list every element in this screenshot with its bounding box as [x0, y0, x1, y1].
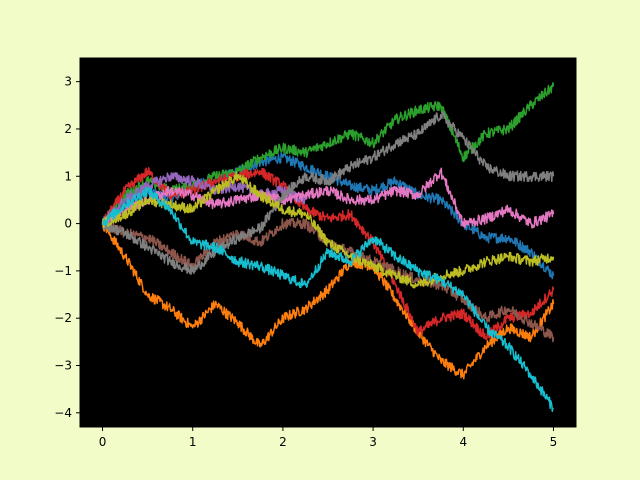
y-axis: −4 −3 −2 −1 0 1 2 3	[54, 75, 80, 420]
x-tick-label: 1	[189, 435, 197, 449]
series-line-10	[101, 186, 554, 413]
series-line-9	[101, 171, 555, 289]
plot-frame	[79, 57, 577, 428]
x-tick-label: 3	[369, 435, 377, 449]
y-tick-label: −2	[54, 311, 72, 325]
y-tick-label: 1	[64, 169, 72, 183]
x-tick-label: 5	[550, 435, 558, 449]
series-line-2	[101, 222, 555, 380]
y-tick-label: −1	[54, 264, 72, 278]
series-line-8	[101, 110, 555, 275]
x-tick-label: 2	[279, 435, 287, 449]
x-axis: 0 1 2 3 4 5	[99, 427, 558, 449]
series-line-3	[102, 82, 555, 225]
series-line-7	[101, 167, 555, 229]
y-tick-label: 3	[64, 75, 72, 89]
x-tick-label: 4	[459, 435, 467, 449]
x-tick-label: 0	[99, 435, 107, 449]
y-tick-label: 2	[64, 122, 72, 136]
series-layer	[101, 82, 555, 413]
y-tick-label: −3	[54, 359, 72, 373]
y-tick-label: 0	[64, 217, 72, 231]
y-tick-label: −4	[54, 406, 72, 420]
series-line-1	[101, 151, 555, 280]
